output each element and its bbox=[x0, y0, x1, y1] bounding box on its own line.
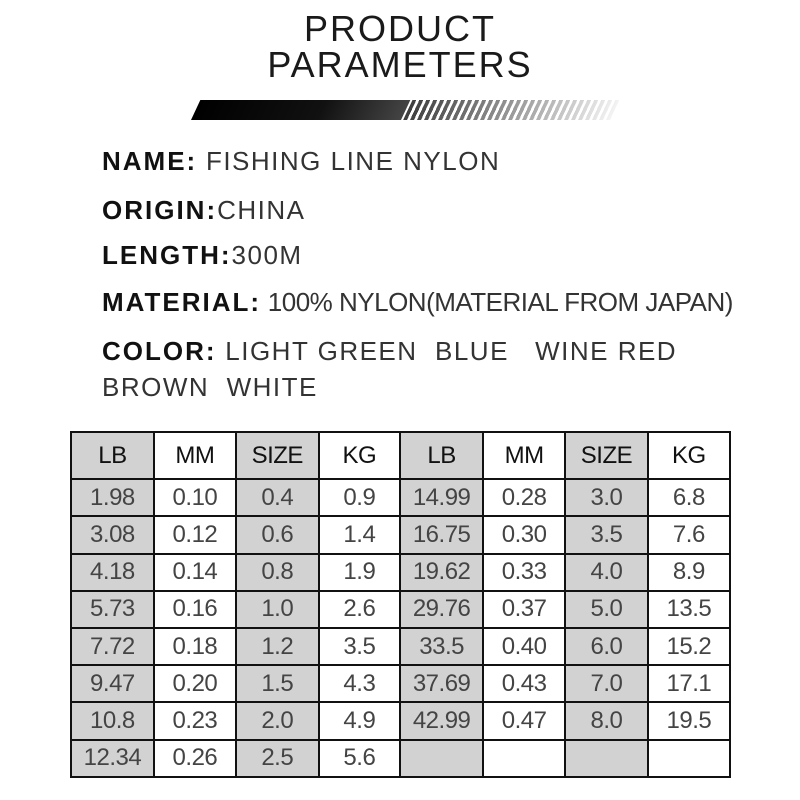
table-cell: 0.16 bbox=[152, 589, 238, 630]
table-cell: 0.33 bbox=[482, 552, 567, 592]
table-cell bbox=[482, 738, 567, 779]
table-cell: 3.5 bbox=[317, 627, 402, 667]
table-header-cell: SIZE bbox=[235, 430, 320, 481]
table-cell: 0.18 bbox=[152, 627, 238, 667]
decorative-gradient-bar bbox=[191, 100, 622, 120]
spec-color: COLOR: LIGHT GREEN BLUE WINE RED bbox=[102, 336, 678, 366]
spec-origin: ORIGIN:CHINA bbox=[102, 195, 306, 225]
table-cell: 0.6 bbox=[235, 515, 320, 555]
table-cell: 0.37 bbox=[482, 589, 567, 630]
table-cell: 1.9 bbox=[317, 552, 402, 592]
table-cell: 4.9 bbox=[317, 701, 402, 741]
table-cell: 7.6 bbox=[646, 515, 732, 555]
table-cell: 5.6 bbox=[317, 738, 402, 779]
table-cell: 42.99 bbox=[399, 701, 485, 741]
table-cell: 13.5 bbox=[646, 589, 732, 630]
table-cell: 0.40 bbox=[482, 627, 567, 667]
spec-length: LENGTH:300M bbox=[102, 240, 303, 270]
table-cell: 5.0 bbox=[564, 589, 649, 630]
table-row: 12.34 0.26 2.5 5.6 bbox=[70, 738, 732, 779]
table-cell: 7.72 bbox=[70, 627, 155, 667]
table-cell: 0.30 bbox=[482, 515, 567, 555]
table-cell: 4.18 bbox=[70, 552, 155, 592]
table-cell: 0.26 bbox=[152, 738, 238, 779]
title-line-2: PARAMETERS bbox=[267, 44, 533, 85]
table-cell: 15.2 bbox=[646, 627, 732, 667]
table-cell: 1.0 bbox=[235, 589, 320, 630]
table-cell: 8.9 bbox=[646, 552, 732, 592]
table-cell: 33.5 bbox=[399, 627, 485, 667]
table-cell: 1.5 bbox=[235, 664, 320, 704]
table-cell: 3.08 bbox=[70, 515, 155, 555]
spec-table: LB MM SIZE KG LB MM SIZE KG 1.98 0.10 0.4 0.9 14.99 0… bbox=[70, 430, 732, 779]
table-cell: 0.8 bbox=[235, 552, 320, 592]
table-cell: 2.6 bbox=[317, 589, 402, 630]
table-cell: 0.12 bbox=[152, 515, 238, 555]
table-cell: 0.14 bbox=[152, 552, 238, 592]
table-cell: 2.0 bbox=[235, 701, 320, 741]
table-cell: 14.99 bbox=[399, 478, 485, 518]
table-cell: 0.28 bbox=[482, 478, 567, 518]
table-cell: 2.5 bbox=[235, 738, 320, 779]
table-cell: 6.0 bbox=[564, 627, 649, 667]
table-cell: 19.62 bbox=[399, 552, 485, 592]
table-cell: 1.4 bbox=[317, 515, 402, 555]
table-row: 3.08 0.12 0.6 1.4 16.75 0.30 3.5 7.6 bbox=[70, 515, 732, 555]
table-cell: 0.9 bbox=[317, 478, 402, 518]
table-cell: 29.76 bbox=[399, 589, 485, 630]
table-cell: 9.47 bbox=[70, 664, 155, 704]
table-cell: 7.0 bbox=[564, 664, 649, 704]
table-row: 10.8 0.23 2.0 4.9 42.99 0.47 8.0 19.5 bbox=[70, 701, 732, 741]
table-cell: 37.69 bbox=[399, 664, 485, 704]
table-cell: 4.3 bbox=[317, 664, 402, 704]
table-cell: 0.4 bbox=[235, 478, 320, 518]
table-row: 5.73 0.16 1.0 2.6 29.76 0.37 5.0 13.5 bbox=[70, 589, 732, 630]
table-cell: 5.73 bbox=[70, 589, 155, 630]
table-cell: 8.0 bbox=[564, 701, 649, 741]
table-cell: 3.0 bbox=[564, 478, 649, 518]
table-cell bbox=[399, 738, 485, 779]
table-row: 7.72 0.18 1.2 3.5 33.5 0.40 6.0 15.2 bbox=[70, 627, 732, 667]
table-cell bbox=[646, 738, 732, 779]
table-row: 9.47 0.20 1.5 4.3 37.69 0.43 7.0 17.1 bbox=[70, 664, 732, 704]
table-cell: 17.1 bbox=[646, 664, 732, 704]
title-line-1: PRODUCT bbox=[304, 8, 496, 49]
table-row: 1.98 0.10 0.4 0.9 14.99 0.28 3.0 6.8 bbox=[70, 478, 732, 518]
table-header-cell: MM bbox=[482, 430, 567, 481]
table-header-cell: LB bbox=[399, 430, 485, 481]
table-header-row: LB MM SIZE KG LB MM SIZE KG bbox=[70, 430, 732, 481]
table-header-cell: SIZE bbox=[564, 430, 649, 481]
table-cell bbox=[564, 738, 649, 779]
table-cell: 3.5 bbox=[564, 515, 649, 555]
table-header-cell: MM bbox=[152, 430, 238, 481]
table-cell: 0.20 bbox=[152, 664, 238, 704]
table-cell: 0.10 bbox=[152, 478, 238, 518]
table-header-cell: LB bbox=[70, 430, 155, 481]
table-cell: 0.47 bbox=[482, 701, 567, 741]
table-cell: 19.5 bbox=[646, 701, 732, 741]
table-cell: 10.8 bbox=[70, 701, 155, 741]
spec-material: MATERIAL: 100% NYLON(MATERIAL FROM JAPAN… bbox=[102, 287, 733, 317]
table-cell: 0.23 bbox=[152, 701, 238, 741]
table-cell: 12.34 bbox=[70, 738, 155, 779]
table-cell: 4.0 bbox=[564, 552, 649, 592]
spec-name: NAME: FISHING LINE NYLON bbox=[102, 146, 501, 176]
table-header-cell: KG bbox=[646, 430, 732, 481]
table-header-cell: KG bbox=[317, 430, 402, 481]
table-cell: 16.75 bbox=[399, 515, 485, 555]
table-cell: 0.43 bbox=[482, 664, 567, 704]
table-cell: 6.8 bbox=[646, 478, 732, 518]
table-row: 4.18 0.14 0.8 1.9 19.62 0.33 4.0 8.9 bbox=[70, 552, 732, 592]
table-cell: 1.98 bbox=[70, 478, 155, 518]
spec-color-line2: BROWN WHITE bbox=[102, 372, 318, 402]
table-cell: 1.2 bbox=[235, 627, 320, 667]
